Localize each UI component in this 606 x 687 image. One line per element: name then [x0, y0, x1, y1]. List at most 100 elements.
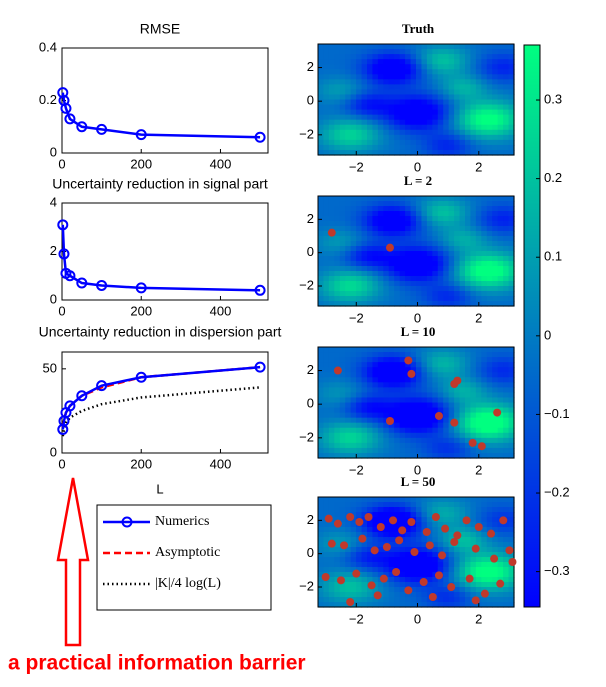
- field-cell: [443, 64, 450, 70]
- field-cell: [394, 577, 401, 583]
- field-cell: [437, 79, 444, 85]
- field-cell: [432, 119, 439, 126]
- field-cell: [497, 104, 504, 111]
- field-cell: [356, 221, 363, 227]
- field-cell: [426, 387, 433, 394]
- field-cell: [416, 99, 423, 106]
- y-tick-label: 0: [307, 93, 314, 108]
- field-cell: [350, 577, 357, 583]
- field-cell: [383, 362, 390, 368]
- field-cell: [339, 94, 346, 101]
- field-cell: [421, 144, 428, 151]
- field-cell: [492, 129, 499, 136]
- sample-point: [352, 569, 361, 578]
- field-cell: [432, 129, 439, 136]
- field-cell: [394, 281, 401, 287]
- field-cell: [345, 271, 352, 277]
- field-cell: [459, 64, 466, 70]
- field-cell: [432, 587, 439, 593]
- field-cell: [323, 296, 330, 302]
- field-cell: [465, 527, 472, 533]
- field-cell: [372, 206, 379, 212]
- field-cell: [492, 59, 499, 65]
- field-cell: [356, 286, 363, 292]
- field-cell: [318, 69, 325, 75]
- field-cell: [437, 517, 444, 523]
- field-cell: [475, 139, 482, 146]
- field-cell: [394, 372, 401, 378]
- field-cell: [361, 44, 368, 50]
- field-cell: [323, 592, 330, 598]
- field-cell: [377, 357, 384, 363]
- field-cell: [416, 532, 423, 538]
- field-cell: [508, 362, 515, 368]
- field-cell: [475, 89, 482, 96]
- field-cell: [345, 577, 352, 583]
- y-tick-label: 0: [50, 291, 57, 306]
- field-cell: [372, 362, 379, 368]
- field-cell: [421, 99, 428, 106]
- field-cell: [459, 552, 466, 558]
- field-cell: [443, 447, 450, 454]
- field-cell: [328, 602, 335, 608]
- x-tick-label: 0: [414, 310, 421, 325]
- field-cell: [339, 59, 346, 65]
- field-cell: [328, 69, 335, 75]
- field-cell: [361, 562, 368, 568]
- field-cell: [486, 79, 493, 85]
- field-cell: [372, 392, 379, 399]
- field-cell: [318, 437, 325, 444]
- field-cell: [454, 582, 461, 588]
- field-cell: [372, 602, 379, 608]
- field-cell: [437, 367, 444, 373]
- field-cell: [465, 412, 472, 419]
- field-cell: [361, 422, 368, 429]
- field-cell: [334, 206, 341, 212]
- field-cell: [334, 271, 341, 277]
- field-cell: [318, 547, 325, 553]
- field-cell: [486, 362, 493, 368]
- field-cell: [497, 557, 504, 563]
- field-cell: [459, 507, 466, 513]
- field-cell: [481, 407, 488, 414]
- field-cell: [345, 387, 352, 394]
- field-cell: [377, 89, 384, 96]
- field-cell: [454, 134, 461, 141]
- field-cell: [328, 291, 335, 297]
- field-cell: [394, 69, 401, 75]
- field-cell: [421, 114, 428, 121]
- field-cell: [503, 372, 510, 378]
- x-tick-label: −2: [349, 462, 364, 477]
- field-cell: [503, 124, 510, 131]
- field-cell: [503, 432, 510, 439]
- field-cell: [328, 104, 335, 111]
- x-tick-label: 200: [130, 303, 152, 318]
- field-cell: [318, 377, 325, 383]
- field-cell: [318, 221, 325, 227]
- field-cell: [318, 357, 325, 363]
- field-cell: [383, 84, 390, 91]
- field-cell: [350, 206, 357, 212]
- field-cell: [405, 144, 412, 151]
- field-cell: [426, 407, 433, 414]
- field-cell: [383, 251, 390, 257]
- field-cell: [459, 301, 466, 307]
- field-cell: [459, 392, 466, 399]
- field-cell: [361, 387, 368, 394]
- field-cell: [388, 211, 395, 217]
- field-cell: [383, 567, 390, 573]
- field-cell: [383, 196, 390, 202]
- field-cell: [459, 602, 466, 608]
- field-cell: [328, 412, 335, 419]
- field-cell: [388, 557, 395, 563]
- field-cell: [345, 392, 352, 399]
- field-cell: [334, 402, 341, 409]
- field-cell: [459, 201, 466, 207]
- field-cell: [437, 577, 444, 583]
- field-cell: [377, 64, 384, 70]
- field-cell: [459, 49, 466, 55]
- field-cell: [328, 216, 335, 222]
- field-cell: [350, 104, 357, 111]
- field-cell: [334, 532, 341, 538]
- field-cell: [459, 221, 466, 227]
